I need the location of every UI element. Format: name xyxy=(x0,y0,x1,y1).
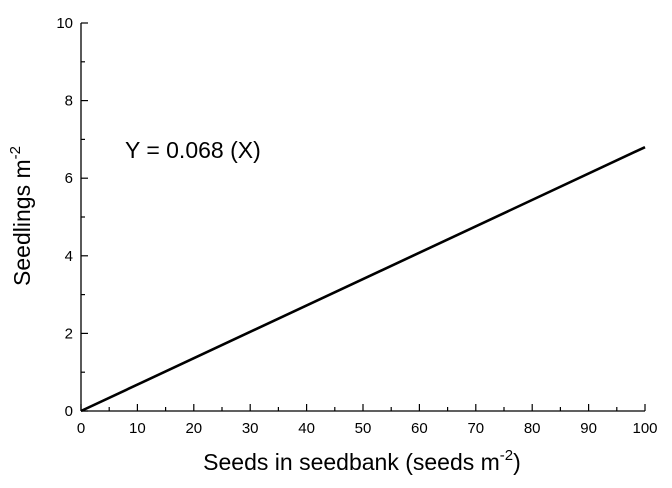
equation-annotation: Y = 0.068 (X) xyxy=(125,137,261,163)
x-tick-label: 40 xyxy=(298,420,315,437)
y-axis-ticks: 0 2 4 6 8 10 xyxy=(56,15,88,420)
x-axis-ticks: 0 10 20 30 40 50 60 70 80 90 100 xyxy=(77,404,658,437)
y-tick-label: 4 xyxy=(65,248,73,265)
x-tick-label: 50 xyxy=(355,420,372,437)
x-tick-label: 30 xyxy=(242,420,259,437)
y-tick-label: 0 xyxy=(65,403,73,420)
y-axis-title: Seedlings m-2 xyxy=(7,146,35,286)
y-tick-label: 10 xyxy=(56,15,73,32)
x-tick-label: 20 xyxy=(185,420,202,437)
y-tick-label: 6 xyxy=(65,170,73,187)
x-tick-label: 0 xyxy=(77,420,85,437)
y-tick-label: 2 xyxy=(65,325,73,342)
x-axis-title-main: Seeds in seedbank (seeds m xyxy=(203,449,500,475)
y-tick-label: 8 xyxy=(65,93,73,110)
x-axis-title-superscript: -2 xyxy=(500,447,513,464)
y-axis-title-superscript: -2 xyxy=(7,146,24,159)
x-tick-label: 60 xyxy=(411,420,428,437)
x-tick-label: 70 xyxy=(467,420,484,437)
x-tick-label: 80 xyxy=(524,420,541,437)
series-group xyxy=(80,145,646,413)
x-axis-title: Seeds in seedbank (seeds m-2) xyxy=(203,447,521,475)
x-tick-label: 90 xyxy=(580,420,597,437)
regression-line xyxy=(80,145,646,413)
y-axis-title-main: Seedlings m xyxy=(9,159,35,286)
x-tick-label: 10 xyxy=(129,420,146,437)
x-axis-title-tail: ) xyxy=(513,449,521,475)
x-tick-label: 100 xyxy=(632,420,657,437)
